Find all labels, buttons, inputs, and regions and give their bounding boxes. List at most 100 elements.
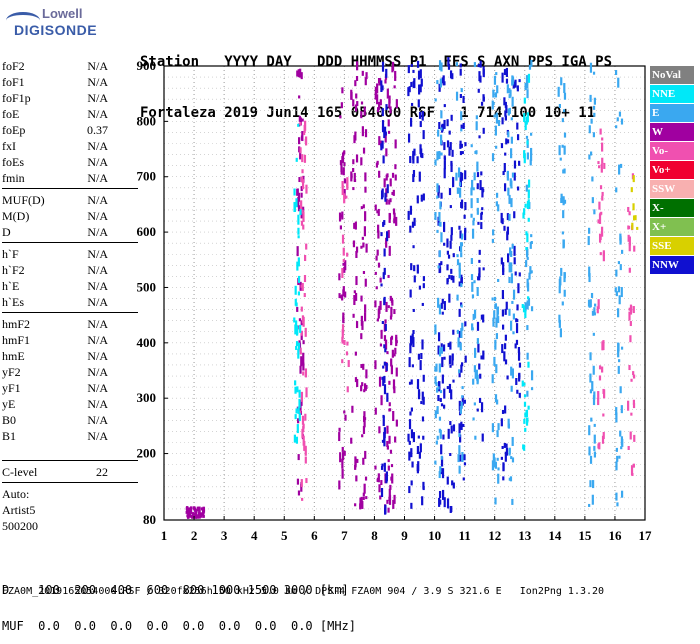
echo-mark-nnw	[477, 343, 480, 353]
echo-mark-nnw	[482, 267, 485, 271]
echo-mark-nnw	[412, 432, 416, 443]
echo-mark-sse	[631, 222, 634, 230]
echo-mark-nnw	[476, 183, 479, 190]
echo-mark-nne	[295, 157, 298, 162]
echo-mark-nnw	[500, 212, 503, 223]
echo-mark-nnw	[384, 348, 387, 353]
echo-mark-e	[493, 310, 496, 319]
echo-mark-nnw	[458, 370, 461, 378]
echo-mark-nnw	[410, 63, 413, 67]
echo-mark-vo	[627, 225, 631, 229]
echo-mark-nne	[527, 179, 531, 188]
echo-mark-e	[476, 197, 479, 203]
echo-mark-e	[458, 465, 461, 474]
echo-mark-nnw	[381, 140, 384, 149]
echo-mark-e	[511, 457, 515, 463]
echo-mark-w	[365, 72, 368, 80]
echo-mark-vo	[628, 267, 631, 273]
echo-mark-e	[440, 232, 443, 243]
echo-mark-w	[338, 432, 341, 442]
param-row: hmF2 N/A	[2, 316, 134, 332]
echo-mark-e	[460, 401, 463, 409]
echo-mark-nnw	[408, 451, 411, 461]
echo-mark-low	[191, 512, 195, 516]
echo-mark-nnw	[441, 298, 444, 304]
echo-mark-w	[297, 205, 301, 212]
echo-mark-nne	[295, 436, 299, 444]
echo-mark-nnw	[504, 451, 507, 462]
param-value: N/A	[87, 193, 108, 207]
echo-mark-nnw	[513, 160, 517, 169]
echo-mark-nnw	[458, 400, 461, 411]
echo-mark-nnw	[383, 375, 386, 383]
echo-mark-nnw	[443, 155, 446, 160]
echo-mark-w	[352, 168, 355, 173]
echo-mark-e	[436, 80, 439, 85]
echo-mark-w	[339, 115, 342, 119]
echo-mark-nnw	[506, 375, 509, 380]
echo-mark-e	[497, 467, 500, 471]
echo-mark-w	[389, 178, 392, 187]
echo-mark-e	[526, 152, 530, 160]
echo-mark-nnw	[460, 421, 463, 427]
echo-mark-nnw	[479, 60, 482, 68]
echo-mark-w	[300, 72, 303, 80]
echo-mark-e	[558, 103, 562, 108]
echo-mark-e	[561, 144, 564, 148]
echo-mark-nnw	[381, 439, 385, 443]
echo-mark-vo	[629, 321, 632, 327]
echo-mark-nnw	[446, 386, 449, 390]
echo-mark-e	[461, 322, 464, 331]
echo-mark-nnw	[459, 140, 462, 145]
echo-mark-nnw	[417, 435, 420, 439]
echo-mark-e	[494, 497, 497, 505]
echo-mark-nnw	[383, 384, 387, 395]
x-tick-label: 9	[401, 528, 408, 543]
echo-mark-e	[474, 435, 477, 440]
muf-row: MUF 0.0 0.0 0.0 0.0 0.0 0.0 0.0 0.0 [MHz…	[2, 619, 357, 633]
echo-mark-e	[589, 352, 592, 361]
echo-mark-nnw	[409, 335, 413, 346]
echo-mark-nnw	[478, 363, 481, 370]
echo-mark-nne	[527, 199, 530, 208]
param-row: yF2 N/A	[2, 364, 134, 380]
echo-mark-nnw	[440, 261, 443, 266]
param-label: B0	[2, 413, 17, 427]
echo-mark-nnw	[411, 461, 414, 468]
echo-mark-nne	[524, 121, 527, 131]
echo-mark-e	[461, 395, 464, 399]
echo-mark-w	[302, 352, 305, 363]
echo-mark-vo	[632, 403, 636, 409]
echo-mark-nnw	[437, 381, 441, 392]
echo-mark-w	[386, 440, 389, 447]
echo-mark-nne	[522, 305, 526, 313]
echo-mark-e	[618, 359, 621, 363]
echo-mark-nnw	[501, 409, 505, 414]
echo-mark-vo	[597, 398, 600, 406]
echo-mark-w	[362, 242, 365, 248]
echo-mark-w	[342, 286, 345, 295]
echo-mark-nne	[295, 408, 298, 414]
echo-mark-nne	[521, 303, 524, 308]
echo-mark-e	[461, 386, 464, 390]
echo-mark-low	[201, 512, 205, 516]
echo-mark-nnw	[458, 225, 461, 230]
header-values: Fortaleza 2019 Jun14 165 054000 RSF 1 71…	[140, 105, 596, 121]
echo-mark-w	[360, 364, 363, 369]
echo-mark-e	[434, 159, 437, 166]
echo-mark-nnw	[479, 180, 482, 191]
echo-mark-e	[437, 297, 440, 308]
echo-mark-nnw	[502, 463, 505, 471]
echo-mark-nnw	[421, 496, 424, 506]
echo-mark-w	[380, 395, 383, 406]
echo-mark-e	[492, 453, 495, 461]
echo-mark-nnw	[515, 323, 519, 334]
param-row: M(D) N/A	[2, 208, 134, 224]
echo-mark-e	[506, 170, 509, 178]
echo-mark-e	[472, 417, 475, 421]
echo-mark-w	[392, 379, 396, 390]
echo-mark-nne	[522, 444, 525, 450]
echo-mark-w	[364, 186, 367, 193]
echo-mark-w	[384, 339, 388, 350]
echo-mark-nnw	[443, 242, 446, 246]
